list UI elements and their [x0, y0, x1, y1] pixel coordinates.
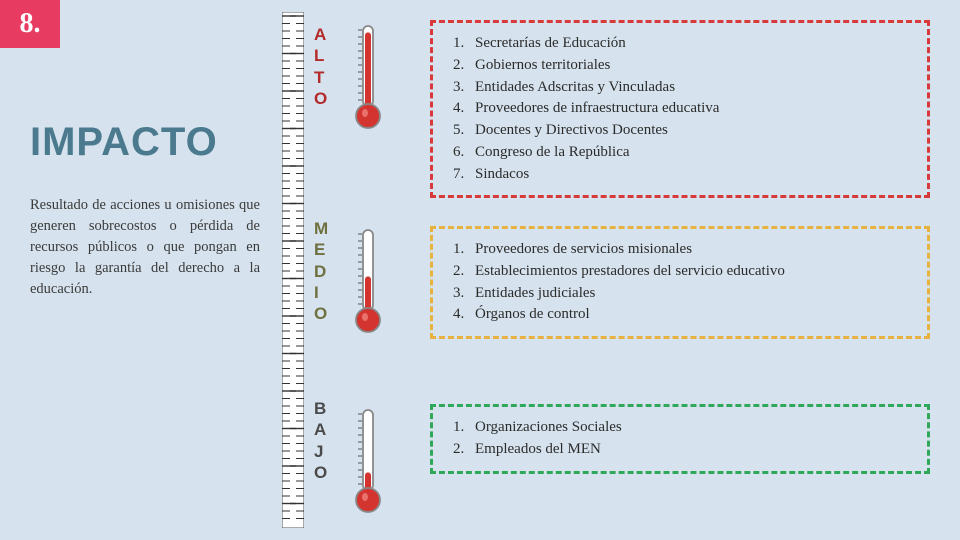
list-item-number: 2.	[453, 261, 475, 283]
list-item: 2.Empleados del MEN	[453, 439, 911, 461]
level-label-bajo: BAJO	[314, 398, 338, 483]
list-item-text: Entidades judiciales	[475, 285, 595, 301]
level-label-letter: E	[314, 239, 338, 260]
thermometer-icon-medio	[350, 224, 386, 339]
list-item-text: Congreso de la República	[475, 144, 630, 160]
level-label-letter: B	[314, 398, 338, 419]
list-item-text: Órganos de control	[475, 306, 590, 322]
list-item-text: Docentes y Directivos Docentes	[475, 122, 668, 138]
list-item-number: 1.	[453, 417, 475, 439]
list-item-text: Entidades Adscritas y Vinculadas	[475, 79, 675, 95]
impact-box-alto: 1.Secretarías de Educación2.Gobiernos te…	[430, 20, 930, 198]
list-item-number: 4.	[453, 304, 475, 326]
list-item-number: 5.	[453, 120, 475, 142]
impact-box-medio: 1.Proveedores de servicios misionales2.E…	[430, 226, 930, 339]
list-item: 2.Gobiernos territoriales	[453, 55, 911, 77]
impact-list: 1.Secretarías de Educación2.Gobiernos te…	[453, 33, 911, 185]
list-item: 2.Establecimientos prestadores del servi…	[453, 261, 911, 283]
list-item-number: 1.	[453, 239, 475, 261]
list-item-text: Gobiernos territoriales	[475, 57, 610, 73]
level-label-alto: ALTO	[314, 24, 338, 109]
level-label-letter: L	[314, 45, 338, 66]
list-item-text: Secretarías de Educación	[475, 35, 626, 51]
list-item: 3.Entidades Adscritas y Vinculadas	[453, 77, 911, 99]
list-item: 5.Docentes y Directivos Docentes	[453, 120, 911, 142]
ruler-graphic	[282, 12, 304, 528]
impact-list: 1.Proveedores de servicios misionales2.E…	[453, 239, 911, 326]
level-label-letter: O	[314, 88, 338, 109]
level-label-letter: I	[314, 282, 338, 303]
list-item-text: Proveedores de infraestructura educativa	[475, 100, 719, 116]
list-item-number: 7.	[453, 164, 475, 186]
list-item-number: 6.	[453, 142, 475, 164]
list-item-number: 1.	[453, 33, 475, 55]
impact-box-bajo: 1.Organizaciones Sociales2.Empleados del…	[430, 404, 930, 474]
list-item-number: 3.	[453, 77, 475, 99]
level-label-letter: A	[314, 419, 338, 440]
level-label-medio: MEDIO	[314, 218, 338, 324]
level-label-letter: T	[314, 67, 338, 88]
thermometer-icon-bajo	[350, 404, 386, 519]
list-item-text: Organizaciones Sociales	[475, 419, 622, 435]
impact-list: 1.Organizaciones Sociales2.Empleados del…	[453, 417, 911, 461]
list-item-text: Proveedores de servicios misionales	[475, 241, 692, 257]
list-item: 1.Organizaciones Sociales	[453, 417, 911, 439]
description-text: Resultado de acciones u omisiones que ge…	[30, 195, 260, 300]
level-label-letter: O	[314, 462, 338, 483]
list-item-text: Empleados del MEN	[475, 441, 601, 457]
level-label-letter: M	[314, 218, 338, 239]
list-item-number: 2.	[453, 439, 475, 461]
level-label-letter: O	[314, 303, 338, 324]
list-item-text: Establecimientos prestadores del servici…	[475, 263, 785, 279]
list-item-text: Sindacos	[475, 166, 529, 182]
level-label-letter: A	[314, 24, 338, 45]
list-item: 1.Secretarías de Educación	[453, 33, 911, 55]
list-item: 4.Órganos de control	[453, 304, 911, 326]
level-label-letter: D	[314, 261, 338, 282]
page-title: IMPACTO	[30, 120, 260, 165]
list-item-number: 3.	[453, 283, 475, 305]
list-item: 7.Sindacos	[453, 164, 911, 186]
list-item: 4.Proveedores de infraestructura educati…	[453, 98, 911, 120]
title-block: IMPACTO Resultado de acciones u omisione…	[30, 120, 260, 300]
list-item-number: 2.	[453, 55, 475, 77]
list-item: 1.Proveedores de servicios misionales	[453, 239, 911, 261]
slide-number: 8.	[20, 8, 41, 40]
list-item: 3.Entidades judiciales	[453, 283, 911, 305]
list-item-number: 4.	[453, 98, 475, 120]
list-item: 6.Congreso de la República	[453, 142, 911, 164]
slide-number-badge: 8.	[0, 0, 60, 48]
thermometer-icon-alto	[350, 20, 386, 135]
level-label-letter: J	[314, 441, 338, 462]
